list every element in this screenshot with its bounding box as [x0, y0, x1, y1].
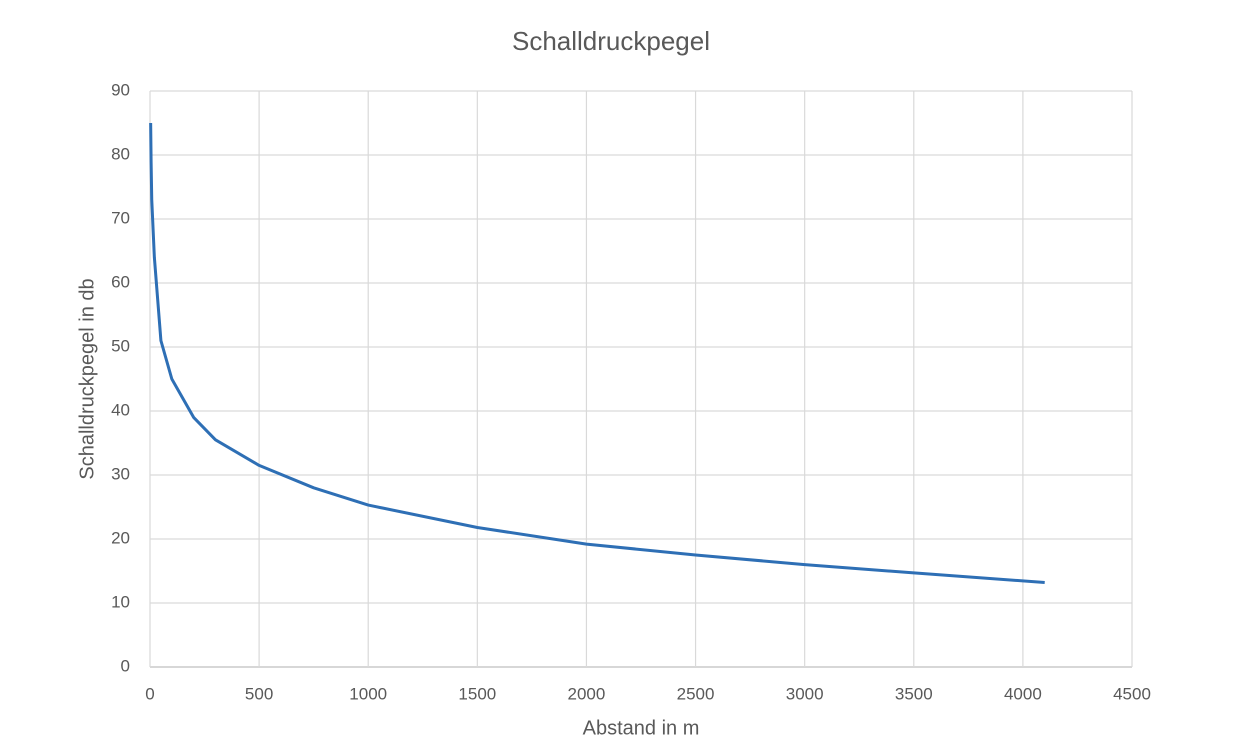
x-tick-label: 3000 [786, 684, 824, 703]
y-tick-label: 50 [111, 336, 130, 355]
y-tick-label: 70 [111, 208, 130, 227]
y-tick-label: 0 [121, 656, 130, 675]
x-tick-label: 1500 [458, 684, 496, 703]
data-line [149, 122, 1045, 585]
x-tick-label: 4500 [1113, 684, 1151, 703]
chart-title: Schalldruckpegel [512, 26, 710, 56]
y-tick-label: 80 [111, 144, 130, 163]
x-tick-label: 500 [245, 684, 273, 703]
x-tick-label: 2000 [568, 684, 606, 703]
x-tick-label: 1000 [349, 684, 387, 703]
x-axis-label: Abstand in m [583, 717, 700, 739]
x-tick-label: 2500 [677, 684, 715, 703]
y-tick-label: 20 [111, 528, 130, 547]
y-tick-label: 60 [111, 272, 130, 291]
y-tick-label: 40 [111, 400, 130, 419]
y-tick-label: 90 [111, 80, 130, 99]
y-axis-label: Schalldruckpegel in db [76, 278, 98, 479]
y-tick-label: 30 [111, 464, 130, 483]
x-tick-label: 3500 [895, 684, 933, 703]
x-tick-label: 4000 [1004, 684, 1042, 703]
x-tick-label: 0 [145, 684, 154, 703]
y-tick-label: 10 [111, 592, 130, 611]
